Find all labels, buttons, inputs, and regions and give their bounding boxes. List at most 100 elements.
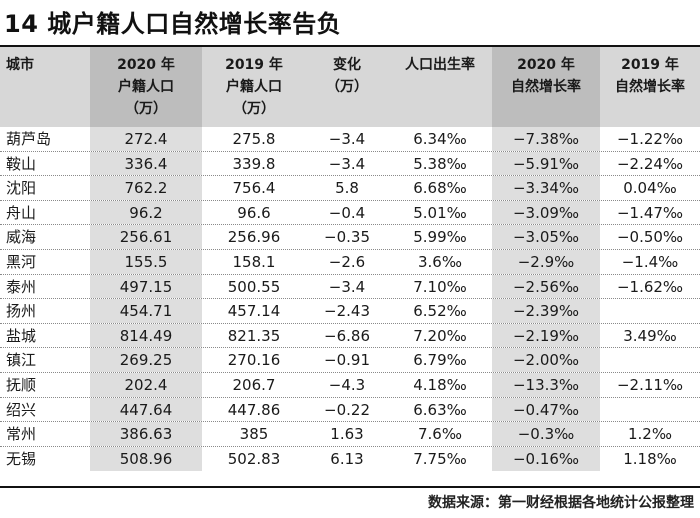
city-name-cell: 绍兴 xyxy=(6,400,37,419)
city-name-cell: 抚顺 xyxy=(6,375,37,394)
column-header-line: （万） xyxy=(125,101,167,117)
value-cell: 96.6 xyxy=(237,203,271,222)
column-header: 2019 年自然增长率 xyxy=(600,47,700,127)
value-cell: −3.09‰ xyxy=(492,200,600,225)
value-cell: −3.34‰ xyxy=(492,176,600,200)
value-cell: 3.6‰ xyxy=(418,252,462,271)
column-header: 变化 （万） xyxy=(306,47,388,127)
table-row: 葫芦岛 272.4 275.8 −3.4 6.34‰ −7.38‰ −1.22‰ xyxy=(0,127,700,152)
table-row: 鞍山 336.4 339.8 −3.4 5.38‰ −5.91‰ −2.24‰ xyxy=(0,151,700,177)
column-header-line: 2019 年 xyxy=(225,57,283,73)
city-name-cell: 威海 xyxy=(6,228,37,247)
value-cell: −2.56‰ xyxy=(492,274,600,299)
table-row: 泰州 497.15 500.55 −3.4 7.10‰ −2.56‰ −1.62‰ xyxy=(0,274,700,300)
city-name-cell: 黑河 xyxy=(6,252,37,271)
data-table: 城市 2020 年户籍人口 （万） 2019 年户籍人口 （万） 变化 （万） 人口出生率 20… xyxy=(0,47,700,472)
column-header-line: 户籍人口 xyxy=(226,79,282,95)
value-cell: 272.4 xyxy=(90,127,202,151)
value-cell: 6.52‰ xyxy=(413,302,467,321)
value-cell: 500.55 xyxy=(227,277,281,296)
value-cell: −1.62‰ xyxy=(616,277,684,296)
value-cell: −0.35 xyxy=(324,228,370,247)
column-header: 2019 年户籍人口 （万） xyxy=(202,47,306,127)
column-header: 2020 年自然增长率 xyxy=(492,47,600,127)
value-cell: 155.5 xyxy=(90,249,202,274)
value-cell: 454.71 xyxy=(90,299,202,323)
table-row: 无锡 508.96 502.83 6.13 7.75‰ −0.16‰ 1.18‰ xyxy=(0,446,700,472)
city-name-cell: 无锡 xyxy=(6,449,37,468)
value-cell: −0.91 xyxy=(324,351,370,370)
value-cell: 814.49 xyxy=(90,323,202,348)
value-cell: 256.96 xyxy=(227,228,281,247)
value-cell: −3.4 xyxy=(328,130,366,148)
value-cell: −2.9‰ xyxy=(492,249,600,274)
value-cell: −0.47‰ xyxy=(492,397,600,422)
value-cell: 270.16 xyxy=(227,351,281,370)
value-cell: 256.61 xyxy=(90,225,202,249)
value-cell: −2.00‰ xyxy=(492,348,600,372)
value-cell: −1.4‰ xyxy=(621,252,679,271)
value-cell: 497.15 xyxy=(90,274,202,299)
value-cell: −1.22‰ xyxy=(616,130,684,148)
city-name-cell: 舟山 xyxy=(6,203,37,222)
value-cell: 762.2 xyxy=(90,176,202,200)
column-header-line: （万） xyxy=(233,101,275,117)
value-cell: 269.25 xyxy=(90,348,202,372)
table-body: 葫芦岛 272.4 275.8 −3.4 6.34‰ −7.38‰ −1.22‰ 鞍山 336.… xyxy=(0,127,700,472)
value-cell: 5.01‰ xyxy=(413,203,467,222)
column-header-line: 2020 年 xyxy=(517,57,575,73)
value-cell: −5.91‰ xyxy=(492,151,600,176)
value-cell: −2.11‰ xyxy=(616,375,684,394)
value-cell: 158.1 xyxy=(232,252,276,271)
value-cell: 5.99‰ xyxy=(413,228,467,247)
column-header-line: 2020 年 xyxy=(117,57,175,73)
city-name-cell: 扬州 xyxy=(6,302,37,321)
table-row: 盐城 814.49 821.35 −6.86 7.20‰ −2.19‰ 3.49‰ xyxy=(0,323,700,349)
value-cell: −2.6 xyxy=(328,252,366,271)
value-cell: −0.22 xyxy=(324,400,370,419)
value-cell: −7.38‰ xyxy=(492,127,600,151)
value-cell: 96.2 xyxy=(90,200,202,225)
value-cell: −3.05‰ xyxy=(492,225,600,249)
city-name-cell: 盐城 xyxy=(6,326,37,345)
value-cell: −2.19‰ xyxy=(492,323,600,348)
top-rule xyxy=(0,45,700,47)
value-cell: 6.79‰ xyxy=(413,351,467,370)
value-cell: 6.13 xyxy=(330,449,364,468)
table-row: 扬州 454.71 457.14 −2.43 6.52‰ −2.39‰ xyxy=(0,299,700,324)
value-cell: −0.50‰ xyxy=(616,228,684,247)
value-cell: −0.16‰ xyxy=(492,446,600,472)
city-name-cell: 鞍山 xyxy=(6,154,37,173)
table-row: 威海 256.61 256.96 −0.35 5.99‰ −3.05‰ −0.50‰ xyxy=(0,225,700,250)
column-header-line: 变化 xyxy=(333,57,361,73)
value-cell xyxy=(600,398,700,422)
value-cell: 206.7 xyxy=(232,375,276,394)
table-row: 沈阳 762.2 756.4 5.8 6.68‰ −3.34‰ 0.04‰ xyxy=(0,176,700,201)
value-cell: 5.38‰ xyxy=(413,154,467,173)
value-cell: −2.43 xyxy=(324,302,370,321)
value-cell: −3.4 xyxy=(328,154,366,173)
table-row: 黑河 155.5 158.1 −2.6 3.6‰ −2.9‰ −1.4‰ xyxy=(0,249,700,275)
value-cell: −0.4 xyxy=(328,203,366,222)
value-cell: 4.18‰ xyxy=(413,375,467,394)
table-row: 常州 386.63 385 1.63 7.6‰ −0.3‰ 1.2‰ xyxy=(0,422,700,447)
value-cell: 1.18‰ xyxy=(623,449,677,468)
value-cell: 385 xyxy=(239,425,269,444)
value-cell: 756.4 xyxy=(232,179,276,198)
value-cell: 508.96 xyxy=(90,446,202,472)
city-name-cell: 泰州 xyxy=(6,277,37,296)
value-cell: −13.3‰ xyxy=(492,372,600,397)
column-header: 2020 年户籍人口 （万） xyxy=(90,47,202,127)
table-row: 抚顺 202.4 206.7 −4.3 4.18‰ −13.3‰ −2.11‰ xyxy=(0,372,700,398)
value-cell: −2.39‰ xyxy=(492,299,600,323)
value-cell: −0.3‰ xyxy=(492,422,600,446)
column-header-line: 人口出生率 xyxy=(405,57,475,73)
column-header-line: 户籍人口 xyxy=(118,79,174,95)
value-cell: 5.8 xyxy=(335,179,359,198)
city-name-cell: 沈阳 xyxy=(6,179,37,198)
value-cell: 0.04‰ xyxy=(623,179,677,198)
value-cell: 502.83 xyxy=(227,449,281,468)
value-cell: 447.64 xyxy=(90,397,202,422)
value-cell: 339.8 xyxy=(232,154,276,173)
bottom-rule xyxy=(0,486,700,488)
